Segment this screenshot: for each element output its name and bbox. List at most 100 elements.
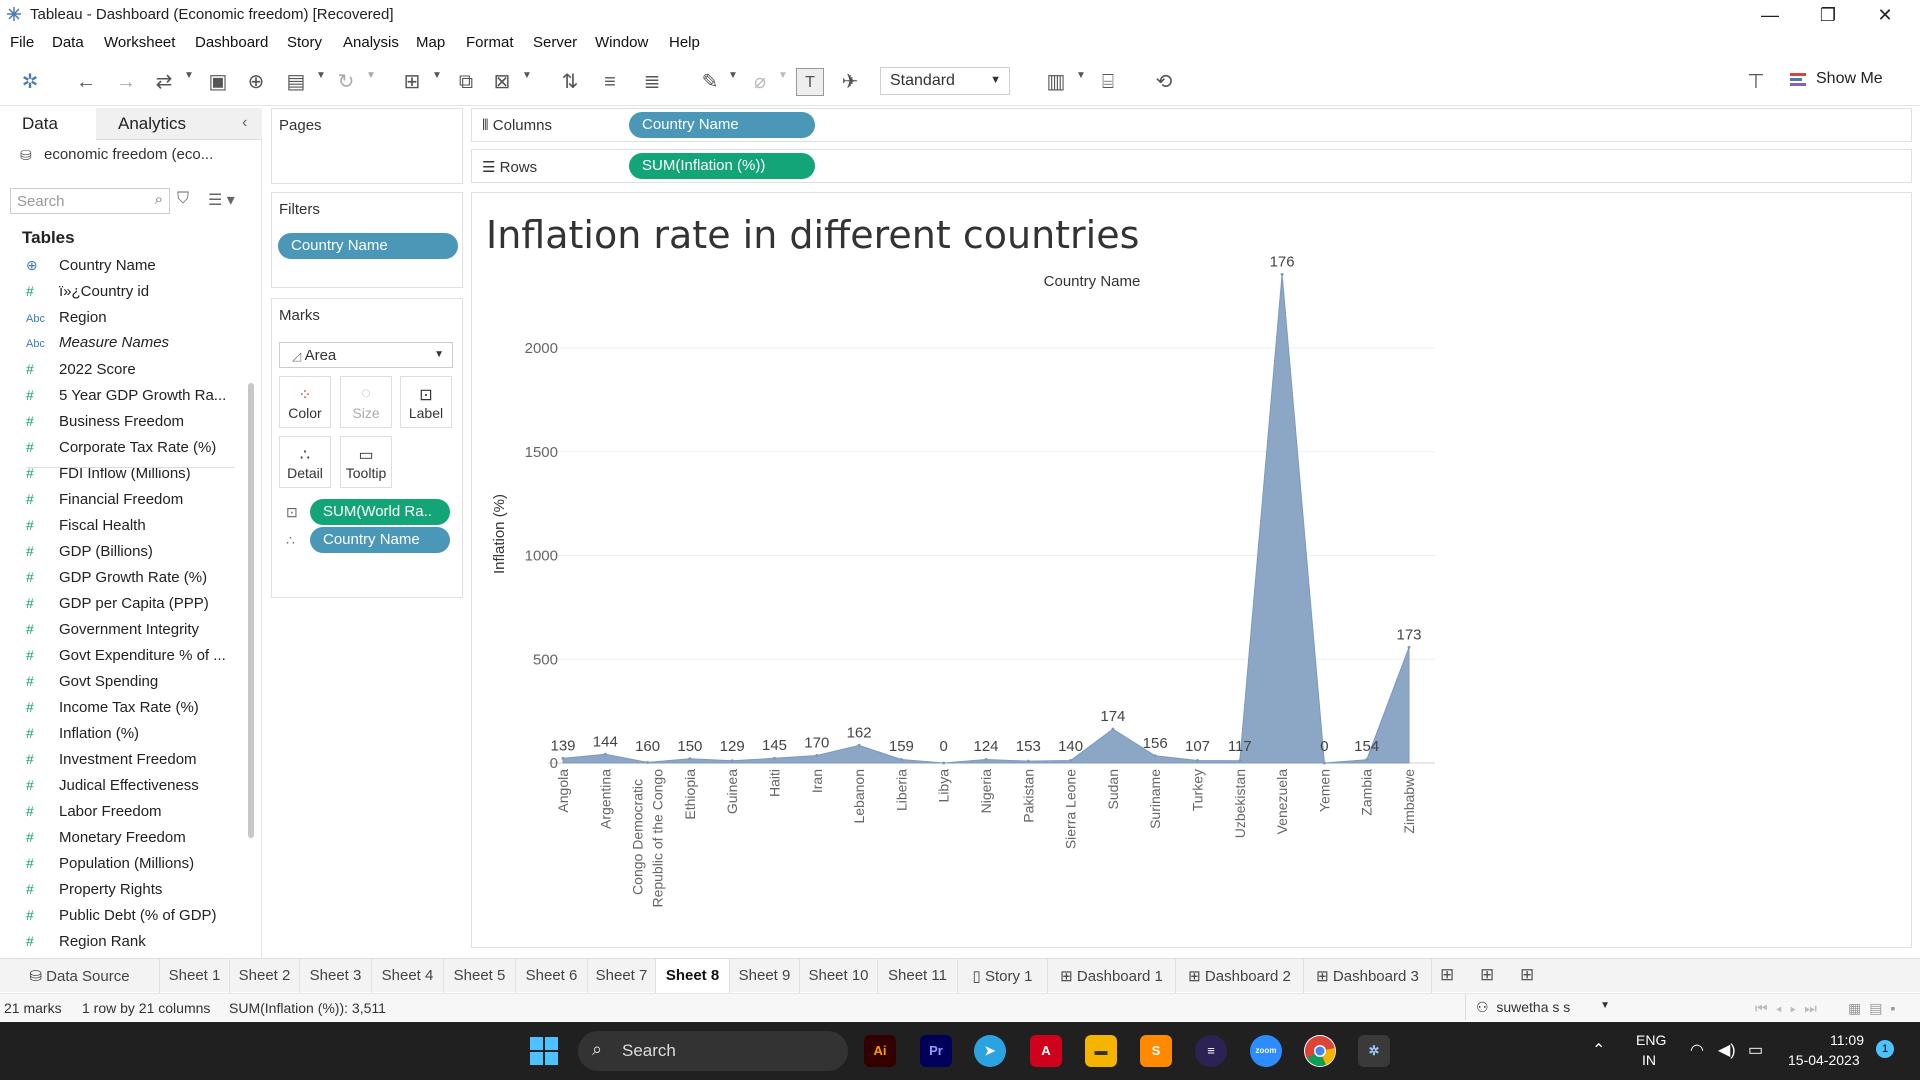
tableau-taskbar-icon[interactable]: ✲: [1358, 1035, 1390, 1067]
sheet-tab[interactable]: Sheet 4: [372, 959, 444, 993]
clear-sheet-icon[interactable]: ⊠: [493, 71, 511, 93]
sheet-tab[interactable]: ⊞ Dashboard 3: [1304, 959, 1432, 993]
close-icon[interactable]: ✕: [1877, 5, 1893, 25]
menu-help[interactable]: Help: [669, 34, 700, 51]
view-toggle-icon[interactable]: ▦▤▪: [1848, 1000, 1904, 1016]
group-icon[interactable]: ⌀: [753, 71, 767, 93]
field-item[interactable]: # Public Debt (% of GDP): [26, 907, 217, 931]
menu-file[interactable]: File: [10, 34, 35, 51]
tab-data[interactable]: Data: [0, 108, 96, 140]
new-dashboard-tab-icon[interactable]: ⊞: [1480, 965, 1495, 984]
detail-button[interactable]: ∴ Detail: [279, 436, 331, 488]
refresh-icon[interactable]: ↻: [337, 71, 355, 93]
field-item[interactable]: # Financial Freedom: [26, 491, 183, 515]
new-worksheet-icon[interactable]: ⊞: [403, 71, 421, 93]
show-me-icon[interactable]: [1790, 72, 1808, 88]
replay-icon[interactable]: ⇄: [155, 71, 173, 93]
columns-shelf[interactable]: ⦀ Columns Country Name: [471, 108, 1912, 142]
show-cards-icon[interactable]: ▥: [1046, 71, 1066, 93]
data-pane-scrollbar[interactable]: [248, 383, 254, 838]
sheet-tab[interactable]: Sheet 9: [730, 959, 800, 993]
minimize-icon[interactable]: —: [1761, 5, 1779, 25]
sublime-icon[interactable]: S: [1140, 1035, 1172, 1067]
field-item[interactable]: # Inflation (%): [26, 725, 139, 749]
notification-badge[interactable]: 1: [1876, 1040, 1894, 1058]
datasource-item[interactable]: ⛁ economic freedom (eco...: [20, 146, 213, 163]
field-item[interactable]: # Income Tax Rate (%): [26, 699, 199, 723]
highlight-caret-icon[interactable]: ▼: [728, 70, 738, 81]
illustrator-icon[interactable]: Ai: [864, 1035, 896, 1067]
field-item[interactable]: # Region Rank: [26, 933, 146, 957]
battery-icon[interactable]: ▭: [1748, 1042, 1764, 1059]
premiere-icon[interactable]: Pr: [920, 1035, 952, 1067]
pause-caret-icon[interactable]: ▼: [316, 70, 326, 81]
field-item[interactable]: Abc Measure Names: [26, 334, 169, 358]
group-caret-icon[interactable]: ▼: [778, 70, 788, 81]
menu-worksheet[interactable]: Worksheet: [104, 34, 176, 51]
new-datasource-icon[interactable]: ⊕: [247, 71, 265, 93]
marks-pill-world-rank[interactable]: SUM(World Ra..: [310, 499, 450, 525]
marks-pill-country-name[interactable]: Country Name: [310, 527, 450, 553]
volume-icon[interactable]: ◀): [1718, 1042, 1736, 1059]
zoom-icon[interactable]: zoom: [1250, 1035, 1282, 1067]
presentation-icon[interactable]: ⌸: [1102, 71, 1114, 93]
field-item[interactable]: # Population (Millions): [26, 855, 194, 879]
taskbar-search[interactable]: ⌕ Search: [578, 1031, 848, 1071]
field-item[interactable]: #2022 Score: [26, 361, 136, 385]
menu-map[interactable]: Map: [416, 34, 446, 51]
sheet-tab[interactable]: Sheet 2: [230, 959, 300, 993]
pages-card[interactable]: Pages: [271, 108, 463, 184]
restore-icon[interactable]: ❐: [1819, 5, 1837, 25]
sheet-tab[interactable]: Sheet 6: [516, 959, 588, 993]
rows-shelf[interactable]: ☰ Rows SUM(Inflation (%)): [471, 149, 1912, 183]
sheet-tab[interactable]: ⛁ Data Source: [0, 959, 160, 993]
menu-server[interactable]: Server: [533, 34, 578, 51]
filter-pill-country-name[interactable]: Country Name: [278, 233, 458, 259]
filter-icon[interactable]: ⛉: [177, 190, 190, 207]
field-item[interactable]: # GDP Growth Rate (%): [26, 569, 207, 593]
clock-time[interactable]: 11:09: [1830, 1032, 1864, 1048]
field-item[interactable]: # GDP per Capita (PPP): [26, 595, 209, 619]
highlight-icon[interactable]: ✎: [701, 71, 719, 93]
field-item[interactable]: # Govt Expenditure % of ...: [26, 647, 226, 671]
field-item[interactable]: # FDI Inflow (Millions): [26, 465, 191, 489]
pause-updates-icon[interactable]: ▤: [286, 71, 306, 93]
view-options-icon[interactable]: ☰ ▾: [208, 192, 235, 209]
menu-dashboard[interactable]: Dashboard: [195, 34, 269, 51]
sheet-tab[interactable]: ▯ Story 1: [958, 959, 1048, 993]
swap-icon[interactable]: ⇅: [561, 71, 579, 93]
clear-caret-icon[interactable]: ▼: [522, 70, 532, 81]
field-item[interactable]: # Govt Spending: [26, 673, 158, 697]
show-me-button[interactable]: Show Me: [1816, 70, 1883, 87]
color-button[interactable]: ⁘ Color: [279, 376, 331, 428]
field-item[interactable]: # Labor Freedom: [26, 803, 162, 827]
mark-type-select[interactable]: ◿ Area ▼: [279, 342, 453, 368]
columns-pill-country-name[interactable]: Country Name: [629, 112, 815, 138]
language-eng[interactable]: ENG: [1636, 1032, 1667, 1048]
field-item[interactable]: # Investment Freedom: [26, 751, 197, 775]
wifi-icon[interactable]: ◠: [1690, 1042, 1704, 1059]
new-story-tab-icon[interactable]: ⊞: [1520, 965, 1535, 984]
menu-window[interactable]: Window: [595, 34, 649, 51]
refresh-caret-icon[interactable]: ▼: [366, 70, 376, 81]
share-icon[interactable]: ⟲: [1155, 71, 1173, 93]
field-item[interactable]: # Business Freedom: [26, 413, 184, 437]
sheet-tab[interactable]: Sheet 8: [656, 959, 730, 993]
sort-ascending-icon[interactable]: ≡: [604, 71, 616, 93]
field-item[interactable]: # Corporate Tax Rate (%): [26, 439, 216, 463]
sheet-tab[interactable]: Sheet 7: [588, 959, 656, 993]
search-input[interactable]: Search ⌕: [10, 188, 170, 214]
worksheet-view[interactable]: Inflation rate in different countries 0 5…: [471, 192, 1912, 948]
field-item[interactable]: # Judical Effectiveness: [26, 777, 199, 801]
replay-caret-icon[interactable]: ▼: [184, 70, 194, 81]
clock-date[interactable]: 15-04-2023: [1788, 1052, 1860, 1068]
menu-format[interactable]: Format: [466, 34, 514, 51]
new-worksheet-tab-icon[interactable]: ⊞: [1440, 965, 1455, 984]
cards-caret-icon[interactable]: ▼: [1076, 70, 1086, 81]
field-item[interactable]: ⊕ Country Name: [26, 257, 156, 281]
menu-analysis[interactable]: Analysis: [343, 34, 399, 51]
sheet-tab[interactable]: ⊞ Dashboard 1: [1048, 959, 1176, 993]
sheet-tab[interactable]: Sheet 1: [160, 959, 230, 993]
tab-analytics[interactable]: Analytics: [96, 108, 262, 140]
